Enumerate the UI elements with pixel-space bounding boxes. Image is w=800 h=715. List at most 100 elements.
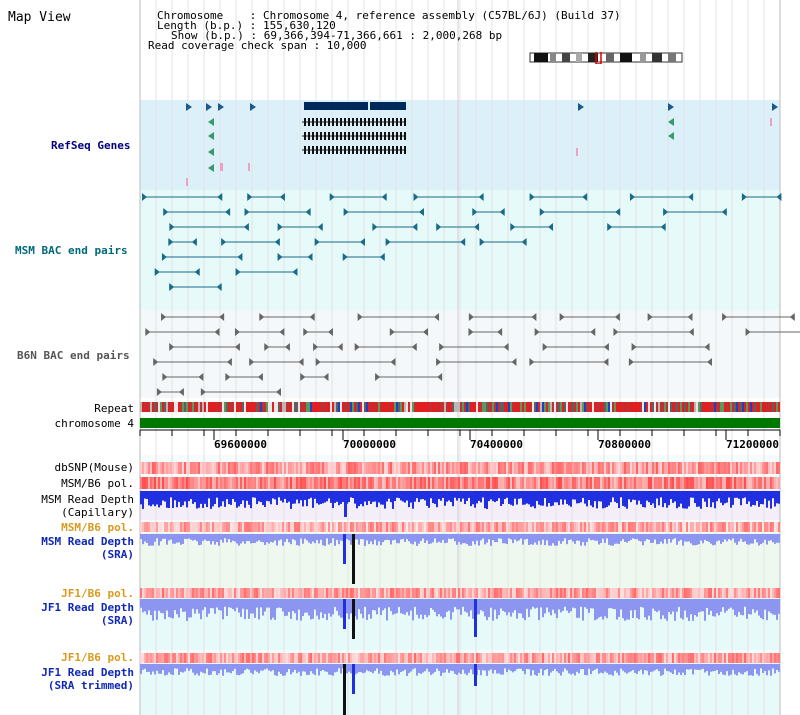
heat-cell	[710, 522, 712, 532]
depth-bar	[708, 599, 710, 615]
repeat-segment	[430, 402, 432, 412]
depth-bar	[210, 599, 212, 609]
depth-bar	[540, 534, 542, 545]
bac-end	[274, 238, 280, 246]
heat-cell	[758, 462, 760, 474]
heat-cell	[306, 462, 308, 474]
depth-bar	[276, 491, 278, 505]
depth-bar	[338, 599, 340, 616]
heat-cell	[452, 588, 454, 598]
heat-cell	[316, 522, 318, 532]
heat-cell	[250, 588, 252, 598]
heat-cell	[190, 462, 192, 474]
depth-bar	[158, 534, 160, 546]
bac-end	[221, 238, 227, 246]
depth-bar	[330, 534, 332, 544]
depth-bar	[316, 664, 318, 669]
heat-cell	[608, 588, 610, 598]
repeat-segment	[284, 402, 286, 412]
heat-cell	[420, 462, 422, 474]
repeat-segment	[718, 402, 720, 412]
heat-cell	[516, 522, 518, 532]
repeat-segment	[448, 402, 450, 412]
heat-cell	[162, 653, 164, 663]
depth-bar	[232, 664, 234, 671]
chromosome-ideogram[interactable]	[528, 52, 688, 64]
depth-bar	[604, 491, 606, 508]
depth-bar	[680, 599, 682, 619]
depth-bar	[146, 491, 148, 500]
heat-cell	[440, 653, 442, 663]
heat-cell	[494, 522, 496, 532]
depth-bar	[460, 599, 462, 615]
heat-cell	[536, 653, 538, 663]
heat-cell	[224, 522, 226, 532]
heat-cell	[702, 477, 704, 489]
repeat-segment	[672, 402, 674, 412]
gene-exon	[392, 118, 394, 126]
depth-bar	[646, 599, 648, 620]
heat-cell	[298, 588, 300, 598]
heat-cell	[364, 653, 366, 663]
heat-cell	[260, 588, 262, 598]
heat-cell	[256, 588, 258, 598]
repeat-segment	[270, 402, 272, 412]
heat-cell	[344, 653, 346, 663]
heat-cell	[488, 462, 490, 474]
heat-cell	[228, 477, 230, 489]
heat-cell	[682, 477, 684, 489]
depth-bar	[662, 664, 664, 675]
depth-bar	[572, 664, 574, 674]
heat-cell	[520, 588, 522, 598]
heat-cell	[624, 653, 626, 663]
depth-bar	[740, 491, 742, 506]
heat-cell	[190, 522, 192, 532]
depth-bar	[430, 534, 432, 544]
repeat-segment	[298, 402, 300, 412]
depth-bar	[404, 599, 406, 615]
heat-cell	[282, 522, 284, 532]
repeat-segment	[482, 402, 484, 412]
bac-end	[169, 343, 175, 351]
depth-bar	[196, 491, 198, 509]
depth-bar	[432, 534, 434, 543]
depth-bar	[412, 491, 414, 509]
heat-cell	[416, 462, 418, 474]
heat-cell	[454, 462, 456, 474]
heat-cell	[508, 462, 510, 474]
depth-bar	[448, 599, 450, 611]
heat-cell	[354, 462, 356, 474]
heat-cell	[770, 477, 772, 489]
depth-bar	[734, 534, 736, 543]
depth-bar	[598, 599, 600, 618]
depth-bar	[640, 534, 642, 542]
repeat-segment	[442, 402, 444, 412]
heat-cell	[262, 588, 264, 598]
heat-cell	[406, 588, 408, 598]
heat-cell	[472, 653, 474, 663]
depth-bar	[410, 534, 412, 544]
heat-cell	[364, 462, 366, 474]
heat-cell	[198, 588, 200, 598]
depth-bar	[672, 599, 674, 612]
depth-bar	[378, 664, 380, 674]
depth-bar	[218, 599, 220, 610]
repeat-segment	[538, 402, 540, 412]
depth-bar	[552, 664, 554, 671]
heat-cell	[424, 653, 426, 663]
heat-cell	[206, 588, 208, 598]
repeat-segment	[478, 402, 480, 412]
heat-cell	[330, 462, 332, 474]
heat-cell	[472, 588, 474, 598]
depth-bar	[718, 491, 720, 499]
heat-cell	[478, 462, 480, 474]
repeat-segment	[494, 402, 496, 412]
heat-cell	[386, 462, 388, 474]
repeat-segment	[530, 402, 532, 412]
heat-cell	[686, 462, 688, 474]
depth-bar	[176, 491, 178, 508]
repeat-segment	[548, 402, 550, 412]
depth-bar	[148, 491, 150, 506]
gene-feature	[220, 163, 223, 171]
